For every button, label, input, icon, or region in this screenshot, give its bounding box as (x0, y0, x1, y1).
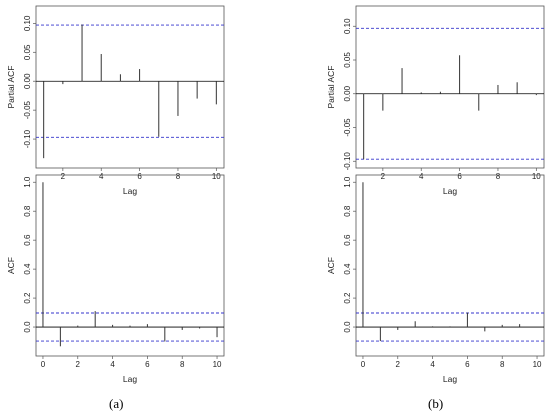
plot-a-top: 2 4 6 8 10 -0.10 -0.05 0.00 0.05 0.10 Lag Partial A… (6, 5, 225, 196)
x-tick-label: 2 (381, 172, 386, 181)
plot-frame (355, 174, 545, 357)
y-tick-label: 0.05 (23, 44, 32, 60)
x-tick-label: 8 (500, 360, 505, 369)
y-tick-label: 0.05 (343, 52, 352, 68)
x-tick-label: 8 (176, 172, 181, 181)
y-axis-label: ACF (326, 257, 336, 274)
x-tick-label: 0 (41, 360, 46, 369)
y-tick-label: 0.2 (343, 292, 352, 304)
plot-b-top: 2 4 6 8 10 -0.10 -0.05 0.00 0.05 0.10 Lag Partial A… (326, 5, 545, 196)
panel-label-a: (a) (109, 396, 124, 411)
y-tick-label: 0.0 (343, 321, 352, 333)
y-tick-label: 0.8 (23, 205, 32, 217)
y-axis-label: ACF (6, 257, 16, 274)
y-tick-label: 0.10 (343, 18, 352, 34)
x-tick-label: 6 (145, 360, 150, 369)
plot-b-bottom: 0 2 4 6 8 10 0.0 0.2 0.4 0.6 0.8 1.0 Lag ACF (326, 174, 545, 384)
x-tick-label: 2 (76, 360, 81, 369)
plot-a-bottom: 0 2 4 6 8 10 0.0 0.2 0.4 0.6 0.8 1.0 Lag ACF (6, 174, 225, 384)
x-tick-label: 6 (465, 360, 470, 369)
plot-frame (35, 174, 225, 357)
y-tick-label: 0.10 (23, 15, 32, 31)
x-tick-label: 2 (61, 172, 66, 181)
y-axis-label: Partial ACF (6, 66, 16, 109)
y-tick-label: 0.8 (343, 205, 352, 217)
y-tick-label: 0.4 (343, 263, 352, 275)
x-tick-label: 0 (361, 360, 366, 369)
x-axis-label: Lag (123, 374, 137, 384)
x-axis-label: Lag (443, 374, 457, 384)
x-axis-label: Lag (443, 186, 457, 196)
y-tick-label: 1.0 (343, 176, 352, 188)
y-tick-label: -0.10 (343, 152, 352, 171)
x-tick-label: 10 (213, 360, 222, 369)
x-tick-label: 4 (419, 172, 424, 181)
y-tick-label: -0.10 (23, 129, 32, 148)
plot-frame (35, 5, 225, 169)
x-tick-label: 10 (533, 360, 542, 369)
x-tick-label: 8 (496, 172, 501, 181)
panel-label-b: (b) (428, 396, 444, 411)
x-tick-label: 8 (180, 360, 185, 369)
y-tick-label: 0.6 (23, 234, 32, 246)
y-tick-label: 0.4 (23, 263, 32, 275)
y-tick-label: -0.05 (23, 100, 32, 119)
y-axis-label: Partial ACF (326, 66, 336, 109)
x-tick-label: 6 (137, 172, 142, 181)
y-tick-label: 0.6 (343, 234, 352, 246)
y-tick-label: 0.00 (23, 73, 32, 89)
y-tick-label: 0.0 (23, 321, 32, 333)
y-tick-label: 0.00 (343, 85, 352, 101)
x-tick-label: 4 (99, 172, 104, 181)
x-tick-label: 10 (212, 172, 221, 181)
x-axis-label: Lag (123, 186, 137, 196)
x-tick-label: 6 (457, 172, 462, 181)
y-tick-label: 0.2 (23, 292, 32, 304)
x-tick-label: 10 (532, 172, 541, 181)
y-tick-label: -0.05 (343, 118, 352, 137)
x-tick-label: 2 (396, 360, 401, 369)
x-tick-label: 4 (430, 360, 435, 369)
y-tick-label: 1.0 (23, 176, 32, 188)
plot-frame (355, 5, 545, 169)
x-tick-label: 4 (110, 360, 115, 369)
